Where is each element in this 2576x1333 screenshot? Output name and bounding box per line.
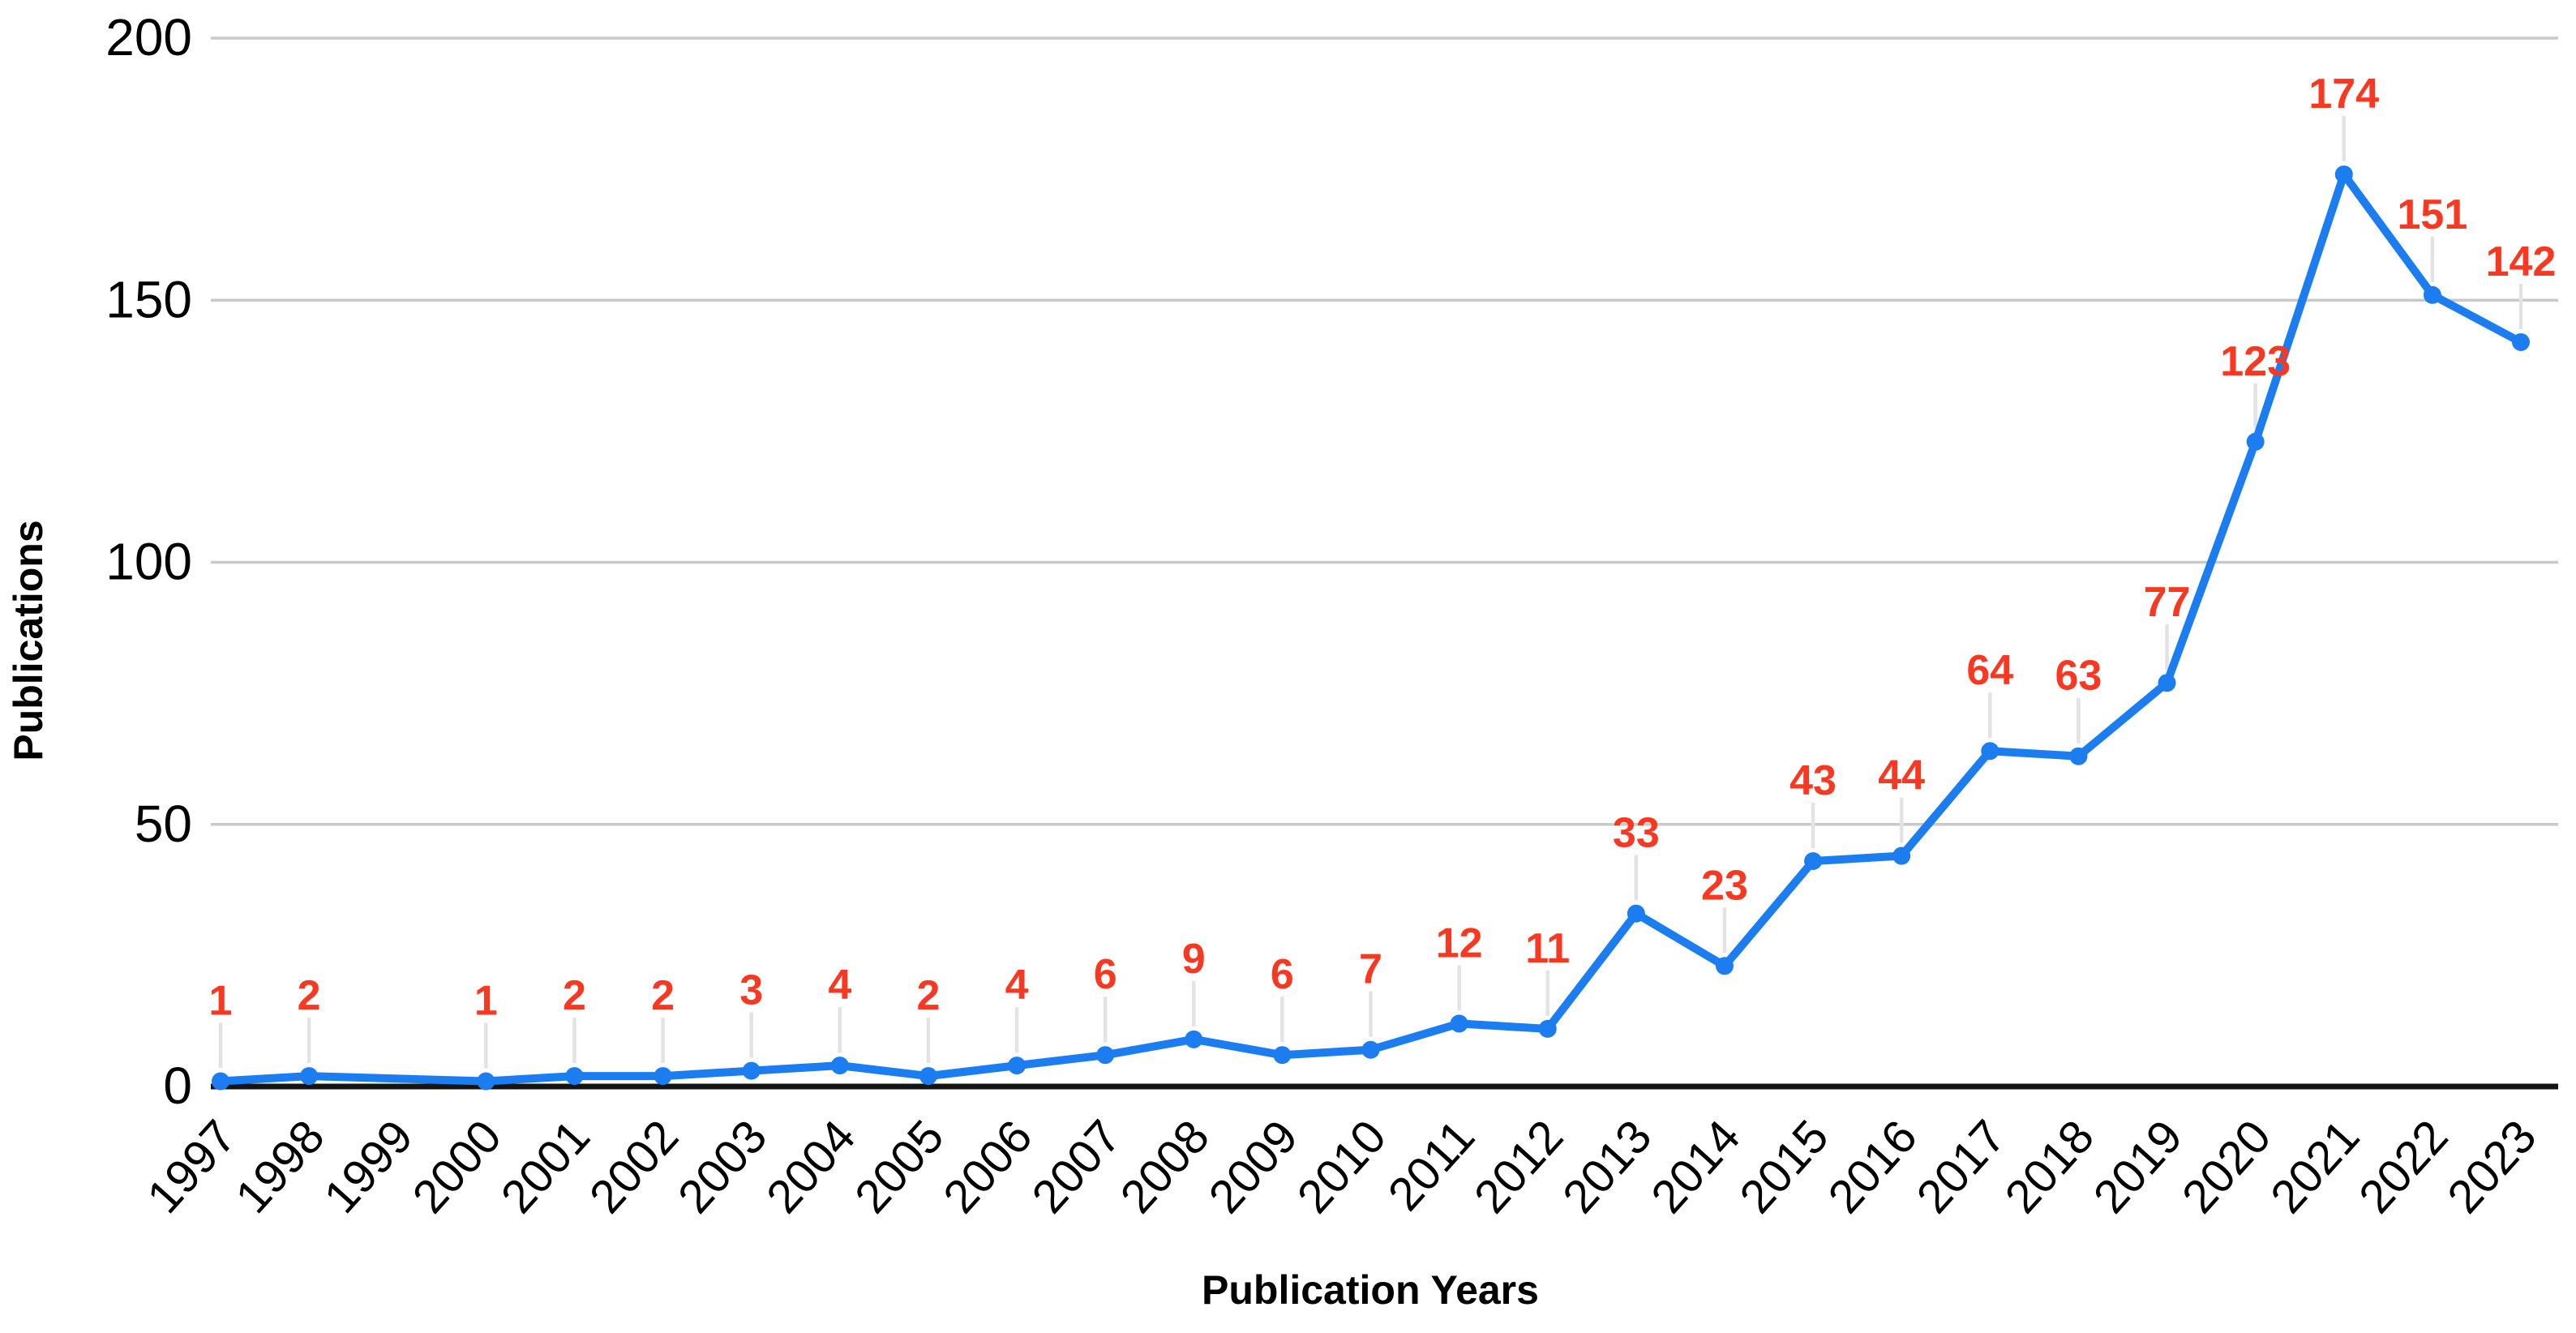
y-tick-label: 200	[105, 8, 192, 66]
x-tick-label: 2022	[2349, 1110, 2458, 1223]
data-point-label: 23	[1701, 862, 1748, 909]
x-tick-label: 2008	[1110, 1110, 1219, 1223]
data-point-label: 1	[474, 978, 498, 1025]
data-point-marker	[1981, 742, 2000, 761]
data-point-marker	[1096, 1046, 1115, 1065]
data-point-label: 64	[1966, 647, 2013, 694]
x-tick-label: 2013	[1553, 1110, 1662, 1223]
data-point-label: 2	[651, 972, 675, 1019]
series-line	[216, 170, 2525, 1086]
data-point-label: 142	[2486, 238, 2557, 285]
data-point-marker	[1185, 1030, 1203, 1048]
x-tick-label: 2002	[580, 1110, 689, 1223]
x-tick-label: 2010	[1288, 1110, 1397, 1223]
data-point-label: 6	[1094, 951, 1117, 998]
data-point-label: 77	[2144, 579, 2191, 626]
data-point-marker	[742, 1061, 761, 1080]
x-tick-label: 2017	[1906, 1110, 2016, 1223]
data-point-marker	[1715, 957, 1734, 975]
data-point-marker	[1892, 847, 1911, 865]
data-point-marker	[1361, 1040, 1380, 1059]
x-tick-label: 2009	[1198, 1110, 1308, 1223]
x-tick-label: 2018	[1995, 1110, 2104, 1223]
data-point-marker	[830, 1057, 849, 1075]
data-point-label: 2	[916, 972, 940, 1019]
data-point-label: 9	[1182, 936, 1206, 983]
data-point-marker	[1627, 904, 1645, 923]
x-tick-label: 2016	[1818, 1110, 1927, 1223]
x-tick-label: 2021	[2261, 1110, 2370, 1223]
data-point-label: 63	[2055, 653, 2102, 700]
data-point-marker	[212, 1072, 229, 1091]
x-tick-label: 2014	[1641, 1110, 1751, 1223]
data-point-marker	[2512, 332, 2530, 351]
y-tick-label: 150	[105, 270, 192, 328]
data-point-label: 151	[2398, 191, 2468, 238]
data-point-label: 2	[298, 972, 321, 1019]
data-point-marker	[1008, 1057, 1027, 1075]
x-tick-label: 2023	[2437, 1110, 2547, 1223]
x-tick-label: 2012	[1464, 1110, 1574, 1223]
data-point-label: 7	[1359, 946, 1382, 993]
data-point-label: 43	[1789, 757, 1837, 804]
data-point-label: 2	[563, 972, 586, 1019]
data-point-label: 174	[2308, 71, 2379, 118]
data-point-marker	[1804, 852, 1823, 871]
data-point-marker	[1450, 1014, 1468, 1033]
data-point-label: 4	[828, 962, 851, 1009]
data-point-marker	[2334, 165, 2353, 184]
x-tick-label: 2003	[668, 1110, 778, 1223]
data-point-marker	[477, 1072, 495, 1091]
y-tick-label: 0	[163, 1057, 192, 1115]
y-tick-label: 100	[105, 533, 192, 591]
data-point-label: 33	[1613, 810, 1660, 857]
x-tick-label: 2011	[1378, 1110, 1485, 1220]
data-point-label: 12	[1436, 919, 1483, 967]
data-point-marker	[919, 1067, 937, 1086]
x-tick-label: 2001	[491, 1110, 601, 1223]
x-tick-label: 2015	[1729, 1110, 1839, 1223]
x-tick-label: 2000	[402, 1110, 512, 1223]
data-point-marker	[2158, 674, 2176, 692]
data-point-marker	[2069, 747, 2088, 765]
data-point-label: 1	[209, 978, 233, 1025]
x-tick-label: 1999	[314, 1110, 423, 1223]
x-tick-label: 2006	[933, 1110, 1043, 1223]
data-point-marker	[300, 1067, 319, 1086]
x-tick-label: 2019	[2084, 1110, 2193, 1223]
data-point-marker	[2423, 285, 2441, 304]
grid-layer: 0 50 100 150 200	[105, 8, 2558, 1115]
data-point-label: 11	[1525, 925, 1570, 972]
x-tick-label: 2007	[1022, 1110, 1131, 1223]
data-point-label: 44	[1878, 752, 1925, 799]
x-tick-label: 1998	[225, 1110, 335, 1223]
data-point-marker	[654, 1067, 672, 1086]
data-point-label: 123	[2220, 338, 2291, 385]
x-tick-label: 2004	[757, 1110, 866, 1223]
data-point-marker	[1538, 1019, 1557, 1038]
data-point-label: 3	[739, 967, 763, 1014]
x-tick-layer: 1997199819992000200120022003200420052006…	[137, 1110, 2547, 1223]
data-point-marker	[2246, 432, 2265, 451]
y-axis-title: Publications	[6, 520, 51, 761]
y-tick-label: 50	[135, 795, 192, 853]
data-point-marker	[565, 1067, 584, 1086]
data-point-marker	[1273, 1046, 1292, 1065]
x-tick-label: 2005	[845, 1110, 954, 1223]
data-point-label: 4	[1005, 962, 1029, 1009]
series-layer	[212, 165, 2530, 1091]
data-point-label: 6	[1271, 951, 1294, 998]
x-tick-label: 1997	[137, 1110, 246, 1223]
x-axis-title: Publication Years	[1202, 1267, 1539, 1313]
leader-line-layer	[218, 116, 2523, 1069]
x-tick-label: 2020	[2172, 1110, 2282, 1223]
